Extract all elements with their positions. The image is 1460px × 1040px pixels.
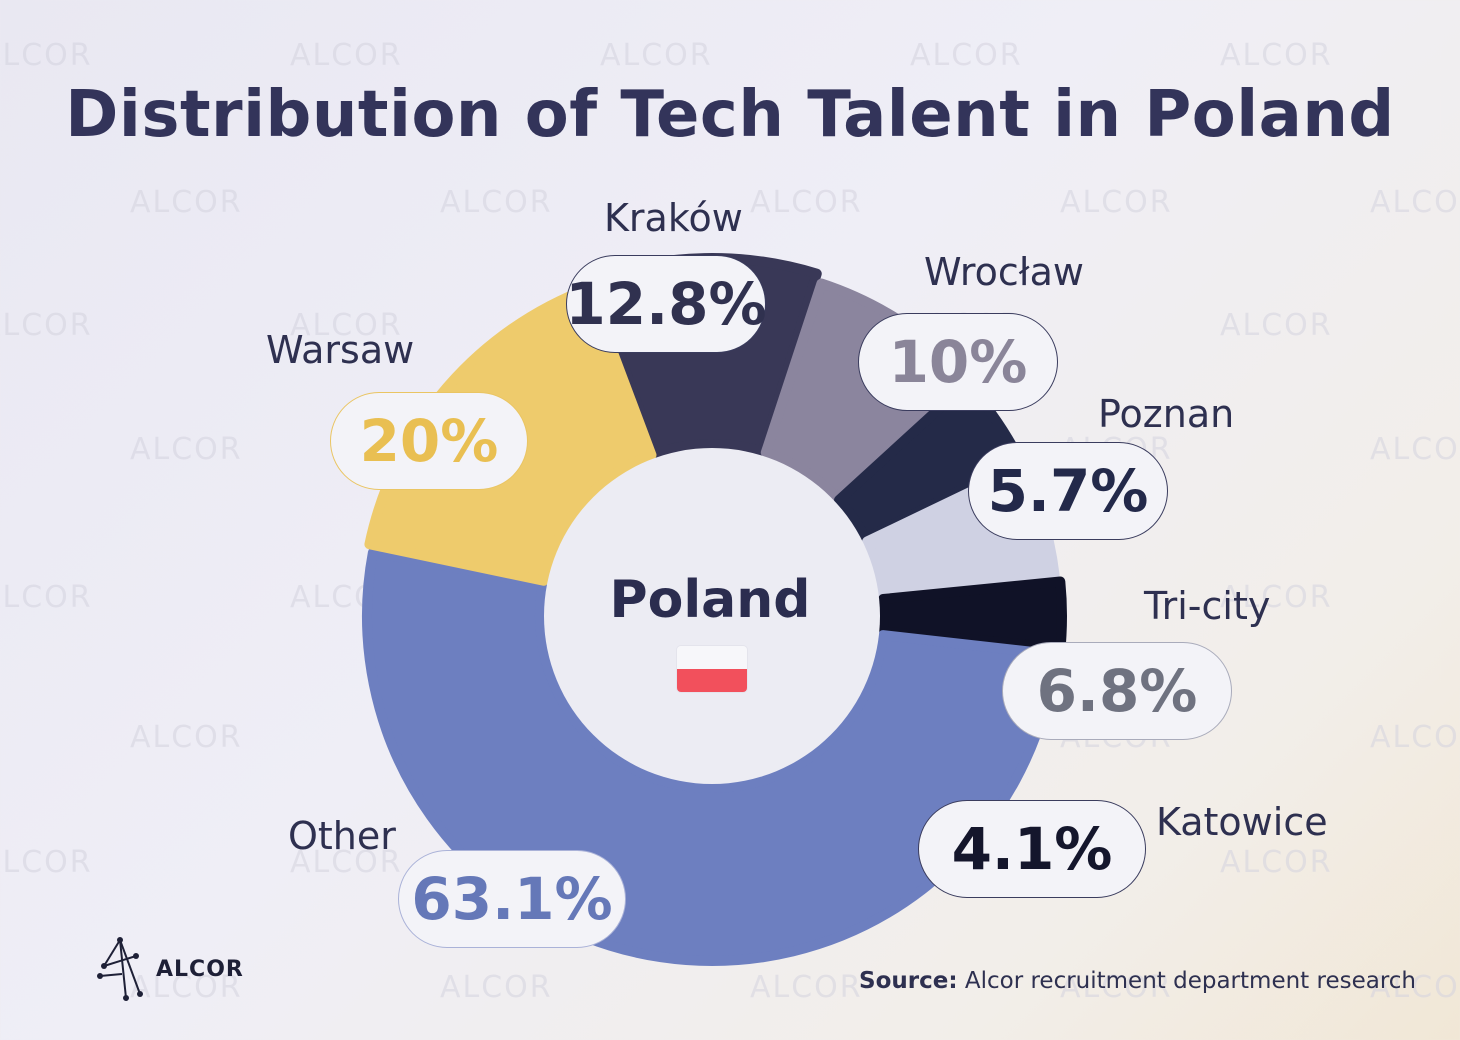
watermark-text: ALCOR — [0, 845, 93, 880]
watermark-text: ALCOR — [1370, 970, 1460, 1005]
poland-flag-icon — [677, 646, 747, 692]
city-label-wroc-aw: Wrocław — [924, 250, 1084, 294]
watermark-text: ALCOR — [0, 38, 93, 73]
watermark-text: ALCOR — [290, 38, 403, 73]
watermark-text: ALCOR — [0, 580, 93, 615]
watermark-text: ALCOR — [130, 432, 243, 467]
donut-hole — [544, 448, 880, 784]
value-pill-wroc-aw: 10% — [858, 313, 1058, 411]
watermark-text: ALCOR — [910, 38, 1023, 73]
alcor-logo-text: ALCOR — [156, 956, 244, 982]
source-label: Source: — [859, 968, 958, 994]
city-label-tri-city: Tri-city — [1144, 584, 1271, 628]
watermark-text: ALCOR — [1220, 580, 1333, 615]
watermark-text: ALCOR — [1370, 185, 1460, 220]
value-pill-poznan: 5.7% — [968, 442, 1168, 540]
city-label-poznan: Poznan — [1098, 392, 1235, 436]
watermark-text: ALCOR — [290, 308, 403, 343]
value-pill-tri-city: 6.8% — [1002, 642, 1232, 740]
value-pill-krak-w: 12.8% — [565, 255, 767, 353]
slice-katowice — [878, 576, 1067, 653]
watermark-text: ALCOR — [0, 308, 93, 343]
city-label-katowice: Katowice — [1156, 800, 1328, 844]
watermark-text: ALCOR — [130, 185, 243, 220]
city-label-krak-w: Kraków — [604, 196, 743, 240]
watermark-text: ALCOR — [750, 970, 863, 1005]
watermark-text: ALCOR — [130, 970, 243, 1005]
alcor-logo: ALCOR — [96, 936, 244, 1002]
watermark-text: ALCOR — [1060, 185, 1173, 220]
watermark-text: ALCOR — [750, 185, 863, 220]
watermark-text: ALCOR — [1220, 845, 1333, 880]
watermark-text: ALCOR — [600, 38, 713, 73]
watermark-text: ALCOR — [1220, 308, 1333, 343]
chart-title: Distribution of Tech Talent in Poland — [65, 78, 1395, 152]
source-text: Alcor recruitment department research — [964, 968, 1416, 994]
watermark-text: ALCOR — [130, 720, 243, 755]
watermark-text: ALCOR — [1370, 720, 1460, 755]
center-label: Poland — [609, 570, 811, 630]
city-label-warsaw: Warsaw — [266, 328, 415, 372]
watermark-text: ALCOR — [440, 970, 553, 1005]
value-pill-warsaw: 20% — [330, 392, 528, 490]
watermark-text: ALCOR — [440, 185, 553, 220]
watermark-text: ALCOR — [1370, 432, 1460, 467]
watermark-text: ALCOR — [1060, 970, 1173, 1005]
source-note: Source: Alcor recruitment department res… — [859, 968, 1416, 994]
alcor-logo-icon — [97, 937, 143, 1001]
value-pill-katowice: 4.1% — [918, 800, 1146, 898]
value-pill-other: 63.1% — [398, 850, 626, 948]
city-label-other: Other — [288, 814, 396, 858]
watermark-text: ALCOR — [290, 845, 403, 880]
watermark-text: ALCOR — [1220, 38, 1333, 73]
